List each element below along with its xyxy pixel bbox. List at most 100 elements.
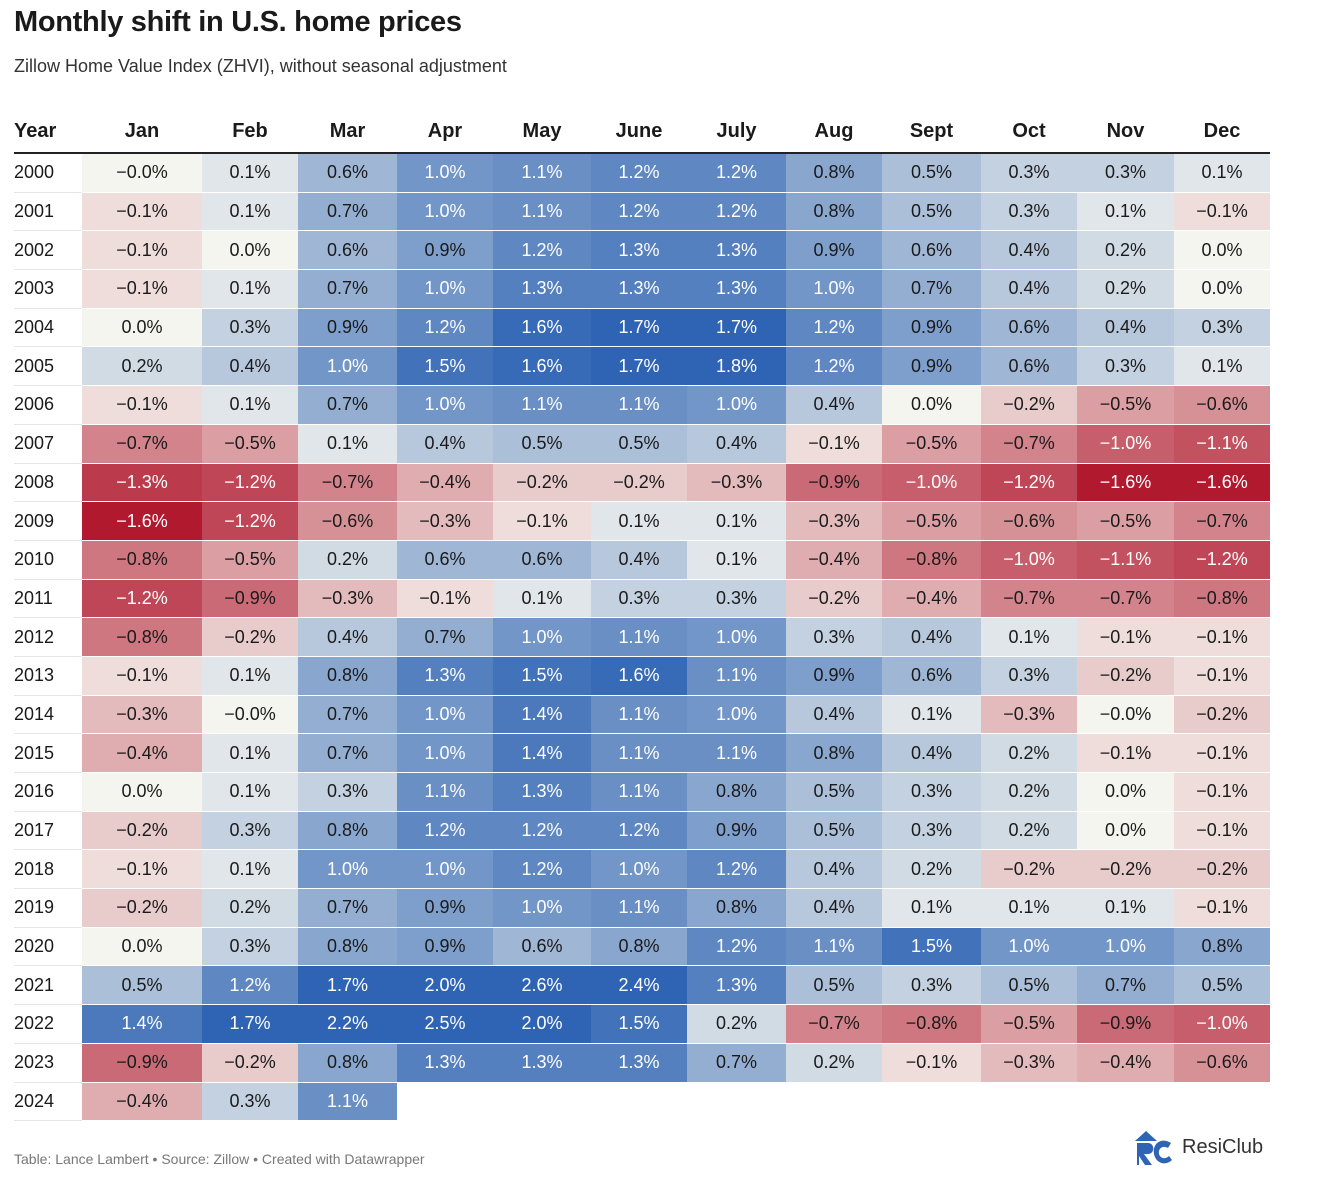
- chart-title: Monthly shift in U.S. home prices: [14, 6, 462, 38]
- heatmap-cell: 0.9%: [397, 927, 493, 967]
- heatmap-cell: −0.3%: [981, 1043, 1077, 1083]
- empty-cell: [591, 1082, 687, 1122]
- heatmap-cell: 0.1%: [1077, 888, 1174, 928]
- heatmap-cell: 0.3%: [1174, 308, 1270, 348]
- heatmap-cell: −0.6%: [981, 501, 1077, 541]
- heatmap-cell: 0.6%: [981, 308, 1077, 348]
- heatmap-cell: 1.1%: [687, 656, 786, 696]
- heatmap-cell: −0.8%: [882, 540, 981, 580]
- heatmap-cell: 1.1%: [591, 695, 687, 735]
- heatmap-cell: 0.7%: [1077, 965, 1174, 1006]
- resiclub-logo: ResiClub: [1132, 1127, 1263, 1167]
- heatmap-cell: 0.0%: [1174, 230, 1270, 271]
- year-cell: 2017: [14, 811, 82, 851]
- heatmap-cell: 1.2%: [397, 811, 493, 851]
- heatmap-cell: −0.1%: [1174, 617, 1270, 657]
- heatmap-cell: −0.5%: [202, 540, 298, 580]
- heatmap-cell: 0.4%: [882, 617, 981, 657]
- heatmap-cell: −0.1%: [1174, 192, 1270, 232]
- heatmap-cell: 0.7%: [298, 888, 397, 928]
- heatmap-cell: 1.6%: [591, 656, 687, 696]
- heatmap-cell: 0.3%: [981, 192, 1077, 232]
- heatmap-cell: 1.3%: [493, 1043, 591, 1083]
- heatmap-cell: 1.0%: [687, 385, 786, 425]
- heatmap-cell: 0.2%: [687, 1004, 786, 1044]
- heatmap-cell: 0.4%: [591, 540, 687, 580]
- heatmap-cell: −0.7%: [786, 1004, 882, 1044]
- heatmap-cell: 1.3%: [493, 269, 591, 309]
- heatmap-cell: −1.2%: [1174, 540, 1270, 580]
- year-cell: 2021: [14, 965, 82, 1006]
- heatmap-cell: 0.8%: [298, 811, 397, 851]
- heatmap-cell: 1.1%: [298, 1082, 397, 1122]
- heatmap-cell: 0.1%: [202, 385, 298, 425]
- heatmap-cell: 0.2%: [981, 772, 1077, 812]
- table-row: 2005 0.2% 0.4% 1.0% 1.5% 1.6% 1.7% 1.8% 1.2% 0.9%…: [14, 346, 1270, 387]
- heatmap-cell: 1.4%: [82, 1004, 202, 1044]
- heatmap-cell: 1.3%: [591, 1043, 687, 1083]
- empty-cell: [397, 1082, 493, 1122]
- month-column-header: Mar: [298, 110, 397, 154]
- heatmap-cell: −0.3%: [786, 501, 882, 541]
- table-row: 2009 −1.6% −1.2% −0.6% −0.3% −0.1% 0.1% 0.1% −0.…: [14, 501, 1270, 541]
- heatmap-cell: −0.3%: [298, 579, 397, 619]
- heatmap-cell: 1.2%: [591, 192, 687, 232]
- heatmap-cell: −0.2%: [1174, 695, 1270, 735]
- heatmap-cell: 0.9%: [397, 230, 493, 271]
- month-column-header: July: [687, 110, 786, 154]
- heatmap-cell: 1.0%: [397, 733, 493, 773]
- heatmap-cell: 0.1%: [202, 772, 298, 812]
- heatmap-cell: −0.1%: [786, 424, 882, 464]
- empty-cell: [1174, 1082, 1270, 1122]
- heatmap-cell: 2.5%: [397, 1004, 493, 1044]
- heatmap-cell: 1.2%: [493, 811, 591, 851]
- heatmap-cell: −0.1%: [82, 656, 202, 696]
- table-row: 2014 −0.3% −0.0% 0.7% 1.0% 1.4% 1.1% 1.0% 0.4% 0.…: [14, 695, 1270, 735]
- heatmap-cell: 1.0%: [786, 269, 882, 309]
- heatmap-cell: 0.9%: [786, 230, 882, 271]
- heatmap-cell: 1.4%: [493, 695, 591, 735]
- heatmap-cell: 0.5%: [591, 424, 687, 464]
- heatmap-cell: 1.4%: [493, 733, 591, 773]
- heatmap-cell: −0.7%: [1077, 579, 1174, 619]
- heatmap-cell: −0.2%: [786, 579, 882, 619]
- heatmap-cell: 1.3%: [397, 1043, 493, 1083]
- heatmap-cell: 1.0%: [397, 385, 493, 425]
- heatmap-cell: −0.1%: [82, 192, 202, 232]
- table-row: 2021 0.5% 1.2% 1.7% 2.0% 2.6% 2.4% 1.3% 0.5% 0.3%…: [14, 965, 1270, 1006]
- heatmap-cell: 0.8%: [591, 927, 687, 967]
- heatmap-cell: 0.5%: [981, 965, 1077, 1006]
- heatmap-cell: 1.1%: [591, 888, 687, 928]
- heatmap-cell: −0.0%: [1077, 695, 1174, 735]
- heatmap-cell: 0.2%: [981, 811, 1077, 851]
- year-cell: 2014: [14, 695, 82, 735]
- heatmap-cell: 0.5%: [786, 772, 882, 812]
- empty-cell: [1077, 1082, 1174, 1122]
- heatmap-cell: 0.0%: [82, 927, 202, 967]
- heatmap-cell: 2.2%: [298, 1004, 397, 1044]
- heatmap-cell: 1.6%: [493, 308, 591, 348]
- heatmap-cell: 1.0%: [1077, 927, 1174, 967]
- year-cell: 2019: [14, 888, 82, 928]
- year-cell: 2002: [14, 230, 82, 271]
- heatmap-cell: 1.0%: [687, 617, 786, 657]
- heatmap-cell: 0.3%: [786, 617, 882, 657]
- heatmap-cell: −1.3%: [82, 463, 202, 503]
- table-row: 2016 0.0% 0.1% 0.3% 1.1% 1.3% 1.1% 0.8% 0.5% 0.3%…: [14, 772, 1270, 812]
- empty-cell: [882, 1082, 981, 1122]
- heatmap-cell: 0.1%: [202, 269, 298, 309]
- heatmap-cell: −0.9%: [1077, 1004, 1174, 1044]
- heatmap-cell: 0.4%: [786, 695, 882, 735]
- heatmap-cell: −1.6%: [82, 501, 202, 541]
- heatmap-cell: −0.5%: [882, 501, 981, 541]
- heatmap-cell: 1.0%: [687, 695, 786, 735]
- year-cell: 2003: [14, 269, 82, 309]
- header-row: Year Jan Feb Mar Apr May June July Aug Sept Oct No…: [14, 110, 1270, 154]
- heatmap-cell: −0.1%: [1077, 617, 1174, 657]
- heatmap-cell: −0.8%: [1174, 579, 1270, 619]
- heatmap-cell: 0.6%: [882, 656, 981, 696]
- heatmap-cell: 0.1%: [202, 733, 298, 773]
- heatmap-cell: 0.1%: [202, 849, 298, 890]
- heatmap-cell: −0.0%: [202, 695, 298, 735]
- year-column-header: Year: [14, 110, 82, 154]
